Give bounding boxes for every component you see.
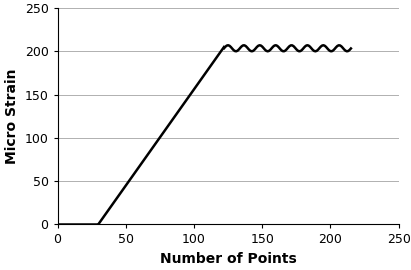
X-axis label: Number of Points: Number of Points — [160, 252, 296, 266]
Y-axis label: Micro Strain: Micro Strain — [5, 68, 19, 164]
